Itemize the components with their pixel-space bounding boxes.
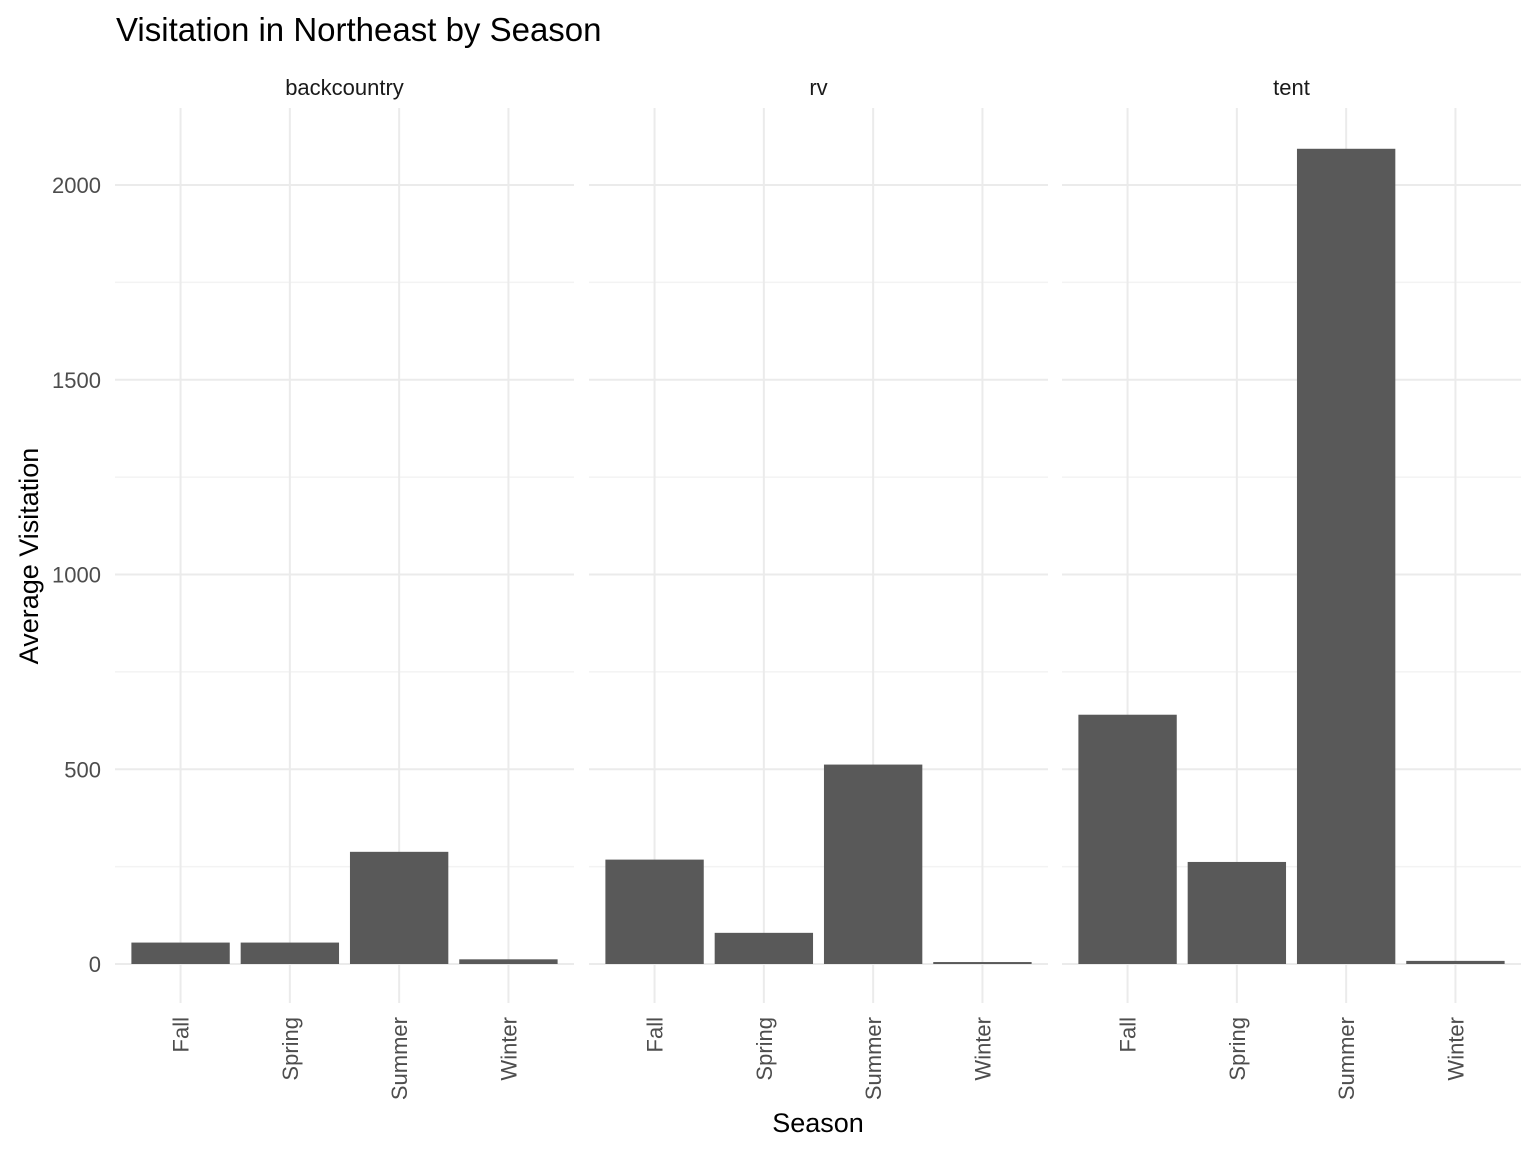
- x-tick-label: Fall: [643, 1017, 668, 1052]
- x-tick-label: Spring: [1225, 1017, 1250, 1081]
- bar-tent-winter: [1406, 960, 1505, 964]
- y-tick-label: 1500: [52, 368, 101, 393]
- facet-panel-tent: tent Fall Spring Summer Winter: [1062, 75, 1521, 1100]
- facet-panel-rv: rv Fall Spring Summer Winter: [589, 75, 1048, 1100]
- bar-rv-spring: [714, 932, 814, 964]
- y-tick-label: 0: [89, 952, 101, 977]
- bar-tent-fall: [1078, 714, 1177, 964]
- bar-rv-summer: [823, 764, 923, 964]
- chart-title: Visitation in Northeast by Season: [116, 11, 602, 48]
- x-tick-label: Spring: [752, 1017, 777, 1081]
- x-tick-label: Fall: [1116, 1017, 1141, 1052]
- x-tick-label: Summer: [1334, 1017, 1359, 1100]
- bar-backcountry-winter: [459, 959, 558, 964]
- x-tick-label: Summer: [861, 1017, 886, 1100]
- facet-panels: backcountry Fall Spring Summer Winter rv Fall S…: [115, 75, 1521, 1100]
- bar-tent-summer: [1296, 148, 1396, 965]
- bar-rv-fall: [605, 859, 704, 964]
- facet-strip-label: rv: [809, 75, 827, 100]
- x-tick-label: Winter: [970, 1017, 995, 1081]
- x-tick-label: Winter: [496, 1017, 521, 1081]
- x-axis-title: Season: [772, 1108, 864, 1138]
- y-axis-title: Average Visitation: [14, 448, 44, 665]
- facet-panel-backcountry: backcountry Fall Spring Summer Winter: [115, 75, 574, 1100]
- y-tick-label: 1000: [52, 563, 101, 588]
- bar-rv-winter: [933, 962, 1032, 964]
- x-tick-label: Fall: [169, 1017, 194, 1052]
- bar-tent-spring: [1187, 861, 1287, 964]
- x-tick-label: Spring: [278, 1017, 303, 1081]
- bar-backcountry-summer: [349, 851, 449, 964]
- x-tick-label: Summer: [387, 1017, 412, 1100]
- bar-backcountry-fall: [131, 942, 230, 964]
- x-tick-label: Winter: [1443, 1017, 1468, 1081]
- y-tick-label: 2000: [52, 173, 101, 198]
- y-tick-label: 500: [64, 757, 101, 782]
- bar-backcountry-spring: [240, 942, 340, 964]
- y-axis: 0 500 1000 1500 2000: [52, 173, 101, 977]
- facet-strip-label: backcountry: [285, 75, 404, 100]
- facet-strip-label: tent: [1273, 75, 1310, 100]
